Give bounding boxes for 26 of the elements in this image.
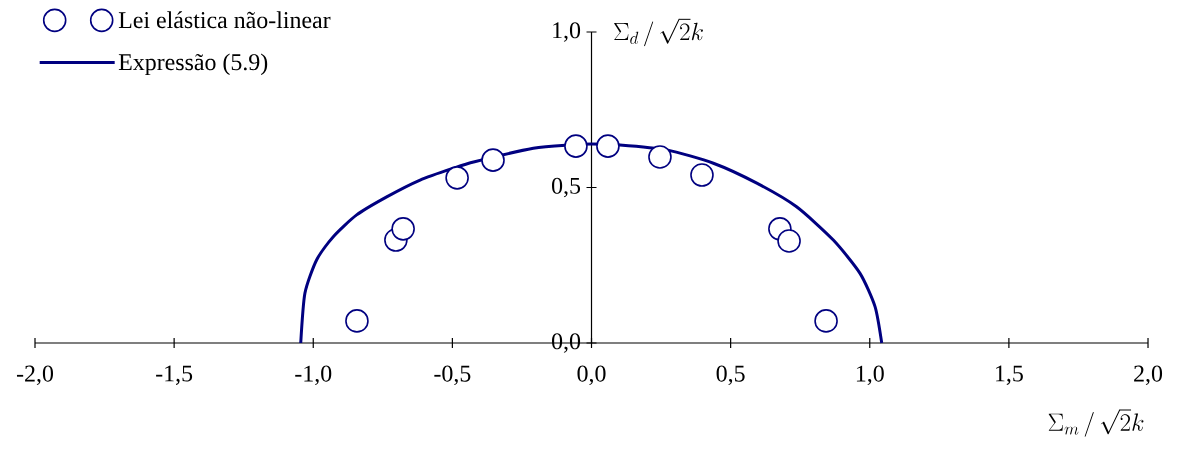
point (345, 309, 369, 333)
x-tick-label: 1,5 (996, 365, 1023, 385)
point (777, 229, 801, 253)
point (564, 134, 588, 158)
x-tick-label: 0,0 (577, 365, 606, 386)
y-tick-label: 0,5 (552, 177, 581, 198)
y-tick-label: 1,0 (553, 22, 581, 42)
y-axis-title: $\Sigma_d \,/\, \sqrt{2}k$ (614, 18, 703, 47)
x-tick-label: 1,0 (856, 365, 884, 386)
x-tick-label: -1,0 (295, 365, 332, 386)
point (391, 217, 415, 241)
point (481, 148, 505, 172)
y-tick-label: 0,0 (552, 333, 581, 353)
point (690, 163, 714, 187)
point (814, 309, 838, 333)
x-tick-label: -1,5 (156, 365, 193, 385)
legend-label: Lei elástica não-linear (118, 11, 331, 29)
x-tick-label: -0,5 (434, 365, 471, 386)
x-tick-label: 0,5 (716, 365, 745, 386)
x-axis-title: $\Sigma_m \,/\, \sqrt{2}k$ (1048, 409, 1144, 437)
x-tick-label: -2,0 (16, 365, 54, 386)
point (648, 145, 672, 169)
point (445, 166, 469, 190)
x-tick-label: 2,0 (1134, 365, 1163, 386)
point (596, 134, 620, 158)
legend-label: Expressão (5.9) (118, 53, 268, 76)
